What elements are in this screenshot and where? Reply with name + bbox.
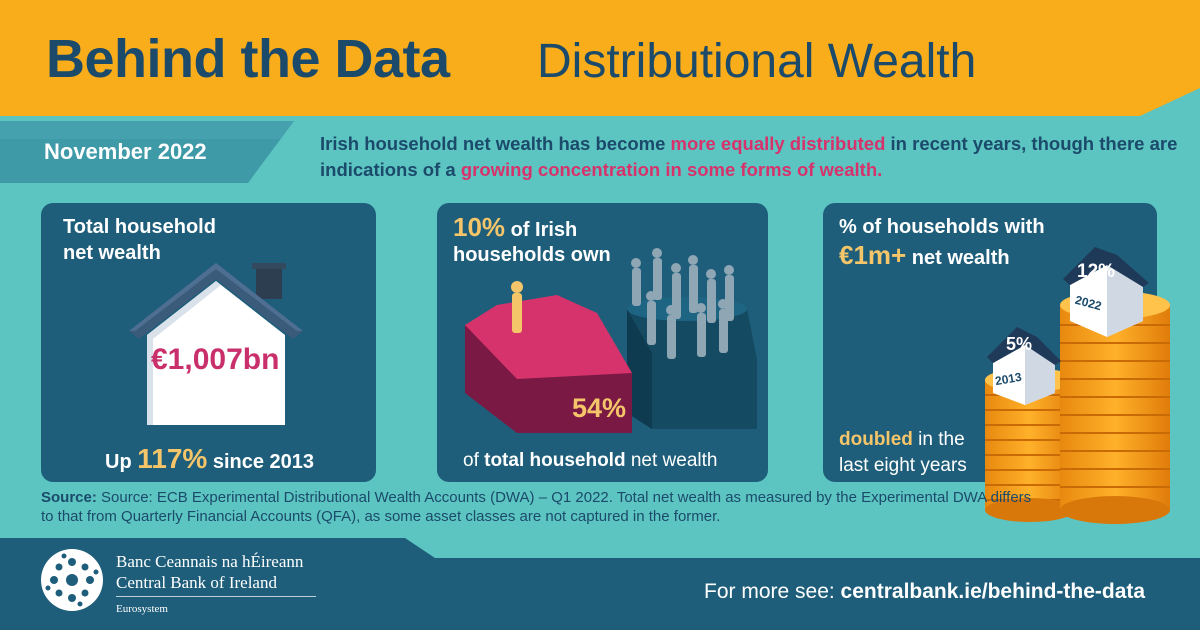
- panel-total-footer: Up 117% since 2013: [105, 443, 315, 474]
- panel-share-heading-1: 10% of Irish: [453, 212, 578, 242]
- coin-stack-icon: [985, 247, 1170, 524]
- share-top-percent: 10%: [453, 212, 506, 242]
- eurosystem-label: Eurosystem: [116, 603, 168, 615]
- panel-million-heading-2: €1m+ net wealth: [839, 240, 1010, 270]
- more-info: For more see: centralbank.ie/behind-the-…: [704, 580, 1146, 603]
- house-2013-icon: [987, 327, 1061, 405]
- pie-chart-icon: [465, 248, 757, 433]
- panel-wealth-share: 10% of Irish households own 54% o: [437, 203, 768, 482]
- house-icon: [129, 263, 303, 425]
- page-title: Behind the Data: [46, 29, 450, 89]
- panel-share-footer: of total household net wealth: [463, 450, 718, 471]
- central-bank-logo: [41, 549, 103, 611]
- more-info-link[interactable]: centralbank.ie/behind-the-data: [840, 580, 1146, 603]
- panel-million-footer: doubled in the last eight years: [839, 429, 967, 476]
- intro-text: Irish household net wealth has become mo…: [320, 133, 1178, 180]
- intro-highlight-concentration: growing concentration in some forms of w…: [460, 159, 883, 180]
- share-wealth-percent: 54%: [572, 393, 627, 423]
- header-band: [0, 0, 1200, 125]
- page-subtitle: Distributional Wealth: [537, 35, 977, 88]
- panel-total-heading-1: Total household: [63, 216, 216, 238]
- panel-total-heading-2: net wealth: [63, 242, 161, 264]
- house-2013-percent: 5%: [1006, 334, 1033, 354]
- bank-name-english: Central Bank of Ireland: [116, 573, 277, 592]
- bank-name-irish: Banc Ceannais na hÉireann: [116, 552, 304, 571]
- date-ribbon: [0, 121, 294, 183]
- house-2022-percent: 12%: [1077, 261, 1116, 282]
- house-2022-icon: [1063, 247, 1149, 337]
- million-threshold: €1m+: [839, 240, 907, 270]
- footer-band: [0, 538, 1200, 630]
- panel-million-heading-1: % of households with: [839, 216, 1045, 238]
- panel-share-heading-2: households own: [453, 244, 611, 266]
- intro-highlight-equal: more equally distributed: [670, 133, 886, 154]
- date-label: November 2022: [44, 139, 207, 164]
- bank-divider: [116, 596, 316, 597]
- source-note: Source: Source: ECB Experimental Distrib…: [41, 489, 1032, 525]
- growth-percent: 117%: [137, 443, 208, 474]
- panel-total-wealth: Total household net wealth €1,007bn Up 1…: [41, 203, 376, 482]
- total-wealth-value: €1,007bn: [151, 343, 280, 376]
